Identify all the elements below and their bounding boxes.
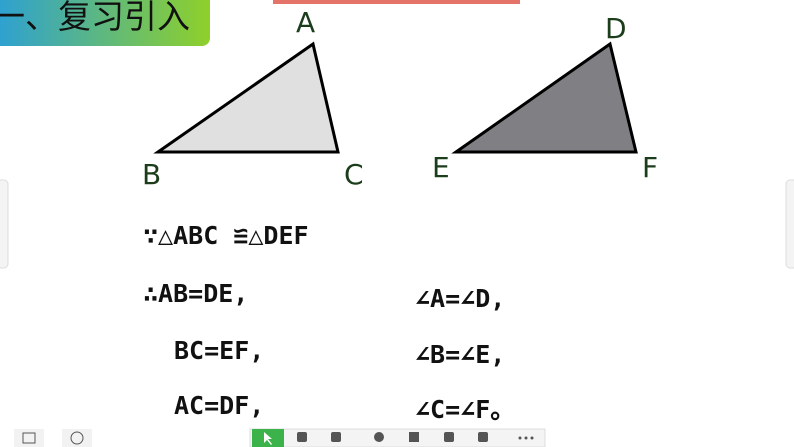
toolbar-button[interactable] [518, 436, 522, 440]
icon [22, 432, 36, 444]
toolbar-button[interactable] [62, 429, 92, 447]
toolbar-button[interactable] [524, 436, 528, 440]
toolbar-button[interactable] [530, 436, 534, 440]
vertex-label: B [142, 158, 161, 191]
toolbar-button[interactable] [297, 432, 307, 442]
triangle-abc [153, 41, 340, 154]
statement: ∠C=∠F。 [415, 395, 515, 424]
triangle-def [451, 41, 638, 154]
side-tab-right[interactable] [785, 179, 794, 269]
toolbar-button[interactable] [14, 429, 44, 447]
statement: BC=EF, [174, 336, 264, 365]
toolbar-button[interactable] [409, 432, 419, 442]
toolbar-button[interactable] [444, 432, 454, 442]
vertex-label: A [296, 6, 315, 39]
statement: ∵△ABC ≌△DEF [143, 221, 309, 250]
statement: ∠B=∠E, [415, 340, 505, 369]
header-box [0, 0, 210, 46]
top-bar [273, 0, 520, 4]
toolbar-icons [297, 432, 534, 442]
vertex-label: F [642, 151, 658, 184]
side-tab-left[interactable] [0, 179, 9, 269]
toolbar-button[interactable] [374, 432, 384, 442]
header-title: 一、复习引入 [0, 0, 190, 36]
vertex-label: E [432, 151, 450, 184]
icon [264, 432, 272, 445]
vertex-label: C [344, 158, 364, 191]
vertex-label: D [605, 12, 627, 45]
icon [70, 431, 84, 445]
toolbar-button[interactable] [478, 432, 488, 442]
statement: ∠A=∠D, [415, 284, 505, 313]
statement: AC=DF, [174, 391, 264, 420]
toolbar-button[interactable] [331, 432, 341, 442]
toolbar [249, 428, 546, 447]
statement: ∴AB=DE, [143, 279, 248, 308]
